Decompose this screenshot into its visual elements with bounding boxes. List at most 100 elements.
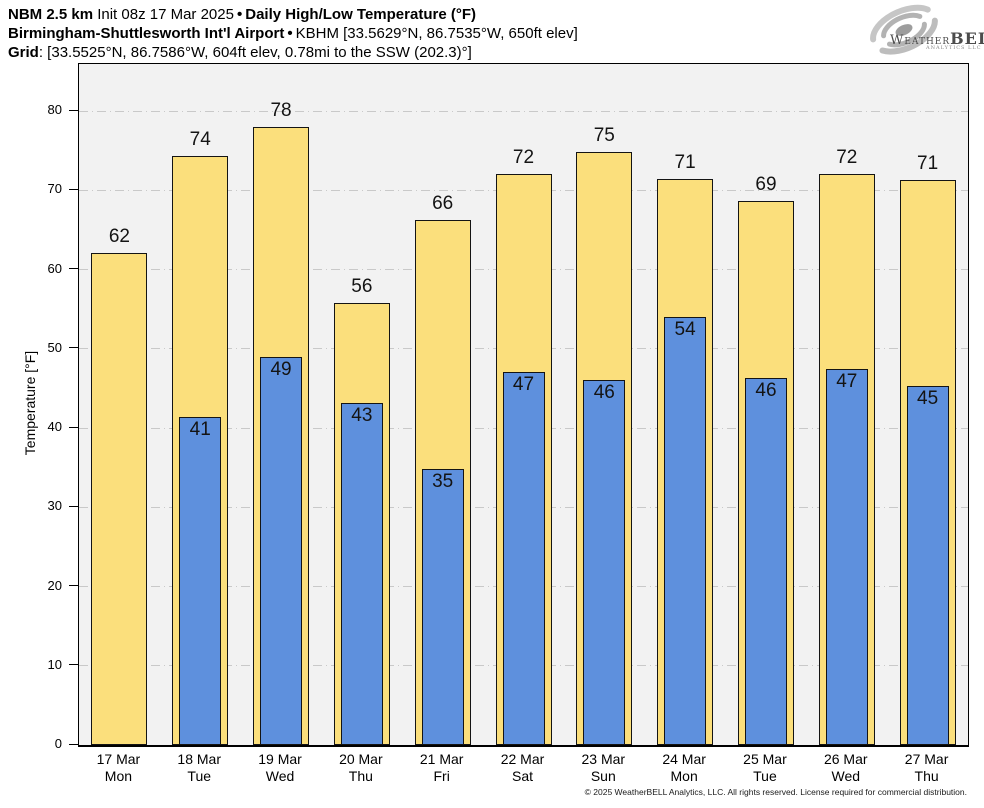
x-label-date: 21 Mar [419, 751, 464, 767]
logo-bell-text: BELL [950, 29, 984, 48]
plot-area: 62 74 41 78 49 56 43 66 35 72 47 75 46 71 54 69 46 72 47 71… [78, 63, 969, 747]
x-tick-label-26-Mar: 26 Mar Wed [804, 751, 888, 785]
x-label-date: 26 Mar [823, 751, 868, 767]
x-label-date: 19 Mar [258, 751, 302, 767]
copyright-notice: © 2025 WeatherBELL Analytics, LLC. All r… [584, 787, 967, 797]
x-label-day: Fri [433, 768, 450, 784]
x-label-day: Tue [187, 768, 212, 784]
x-label-day: Wed [265, 768, 295, 784]
y-tick-mark-10 [69, 664, 78, 666]
low-value-label: 35 [432, 471, 454, 493]
x-label-day: Mon [670, 768, 698, 784]
header-line-1: NBM 2.5 km Init 08z 17 Mar 2025 • Daily Hi… [8, 5, 578, 24]
high-value-label: 72 [836, 146, 858, 168]
x-label-day: Thu [348, 768, 373, 784]
gridline-80 [79, 110, 968, 112]
bullet-separator: • [236, 6, 243, 23]
logo-weather-text: Weather [890, 33, 951, 48]
x-tick-label-27-Mar: 27 Mar Thu [885, 751, 969, 785]
model-name: NBM 2.5 km [8, 6, 94, 23]
high-value-label: 71 [674, 152, 696, 174]
grid-label: Grid [8, 44, 39, 61]
x-label-date: 27 Mar [904, 751, 949, 767]
y-tick-mark-70 [69, 188, 78, 190]
y-tick-label-40: 40 [47, 419, 62, 434]
y-tick-label-70: 70 [47, 181, 62, 197]
low-value-label: 49 [270, 359, 292, 381]
x-tick-label-18-Mar: 18 Mar Tue [157, 751, 241, 785]
init-time: Init 08z 17 Mar 2025 [97, 6, 234, 23]
low-bar-21-Mar: 35 [421, 469, 464, 745]
low-bar-19-Mar: 49 [260, 357, 303, 745]
high-bar-17-Mar [91, 252, 148, 745]
low-value-label: 43 [351, 404, 373, 426]
low-bar-25-Mar: 46 [744, 378, 787, 745]
high-value-label: 69 [755, 174, 777, 196]
y-tick-label-20: 20 [47, 577, 62, 593]
station-name: Birmingham-Shuttlesworth Int'l Airport [8, 25, 285, 42]
high-value-label: 78 [270, 99, 292, 121]
low-value-label: 41 [189, 418, 211, 440]
x-label-date: 25 Mar [743, 751, 787, 767]
high-value-label: 74 [189, 129, 211, 151]
low-value-label: 47 [836, 371, 858, 393]
high-value-label: 71 [917, 152, 939, 174]
logo-subtext: Analytics LLC [926, 45, 982, 51]
x-label-date: 22 Mar [500, 751, 545, 767]
y-tick-label-60: 60 [47, 260, 62, 276]
low-bar-26-Mar: 47 [825, 369, 868, 745]
x-label-date: 18 Mar [177, 751, 221, 767]
x-label-date: 24 Mar [662, 751, 706, 767]
high-value-label: 72 [512, 147, 535, 169]
low-value-label: 54 [674, 319, 696, 341]
y-tick-label-80: 80 [47, 102, 62, 117]
x-tick-label-25-Mar: 25 Mar Tue [723, 751, 807, 785]
x-tick-label-23-Mar: 23 Mar Sun [561, 751, 645, 785]
y-tick-label-50: 50 [47, 339, 62, 355]
low-bar-22-Mar: 47 [502, 371, 545, 745]
y-tick-label-0: 0 [54, 736, 62, 751]
y-tick-mark-40 [69, 426, 78, 428]
y-tick-label-10: 10 [47, 656, 62, 672]
x-label-date: 23 Mar [581, 751, 626, 767]
y-tick-label-30: 30 [47, 498, 62, 514]
x-tick-label-19-Mar: 19 Mar Wed [238, 751, 322, 785]
x-label-day: Thu [914, 768, 939, 784]
x-label-day: Sat [511, 768, 533, 784]
low-bar-23-Mar: 46 [583, 379, 626, 745]
low-bar-18-Mar: 41 [179, 416, 222, 745]
low-bar-20-Mar: 43 [340, 402, 383, 745]
high-value-label: 56 [351, 275, 373, 297]
hurricane-swirl-icon [870, 4, 938, 55]
x-label-day: Wed [831, 768, 861, 784]
y-tick-mark-0 [69, 743, 78, 745]
low-value-label: 46 [755, 380, 777, 402]
x-label-date: 17 Mar [96, 751, 141, 767]
high-value-label: 75 [593, 125, 615, 147]
high-value-label: 66 [432, 193, 454, 215]
x-tick-label-24-Mar: 24 Mar Mon [642, 751, 726, 785]
y-tick-mark-30 [69, 505, 78, 507]
x-tick-label-20-Mar: 20 Mar Thu [319, 751, 403, 785]
high-value-label: 62 [108, 225, 130, 247]
x-tick-label-21-Mar: 21 Mar Fri [400, 751, 484, 785]
x-tick-label-17-Mar: 17 Mar Mon [76, 751, 160, 785]
low-bar-24-Mar: 54 [664, 317, 707, 745]
grid-meta: : [33.5525°N, 86.7586°W, 604ft elev, 0.7… [38, 44, 472, 61]
low-bar-27-Mar: 45 [906, 386, 949, 745]
x-label-day: Sun [590, 768, 616, 784]
y-tick-mark-50 [69, 347, 78, 349]
header-line-2: Birmingham-Shuttlesworth Int'l Airport • K… [8, 24, 578, 43]
y-tick-mark-20 [69, 585, 78, 586]
x-label-date: 20 Mar [339, 751, 383, 767]
station-meta: KBHM [33.5629°N, 86.7535°W, 650ft elev] [295, 25, 578, 42]
logo-wordmark: WeatherBELL [890, 29, 984, 48]
chart-header: NBM 2.5 km Init 08z 17 Mar 2025 • Daily Hi… [8, 5, 578, 62]
low-value-label: 45 [917, 388, 939, 409]
weatherbell-logo: WeatherBELL Analytics LLC [860, 3, 984, 59]
x-label-day: Mon [104, 768, 133, 784]
y-tick-mark-60 [69, 268, 78, 269]
low-value-label: 46 [593, 381, 615, 403]
